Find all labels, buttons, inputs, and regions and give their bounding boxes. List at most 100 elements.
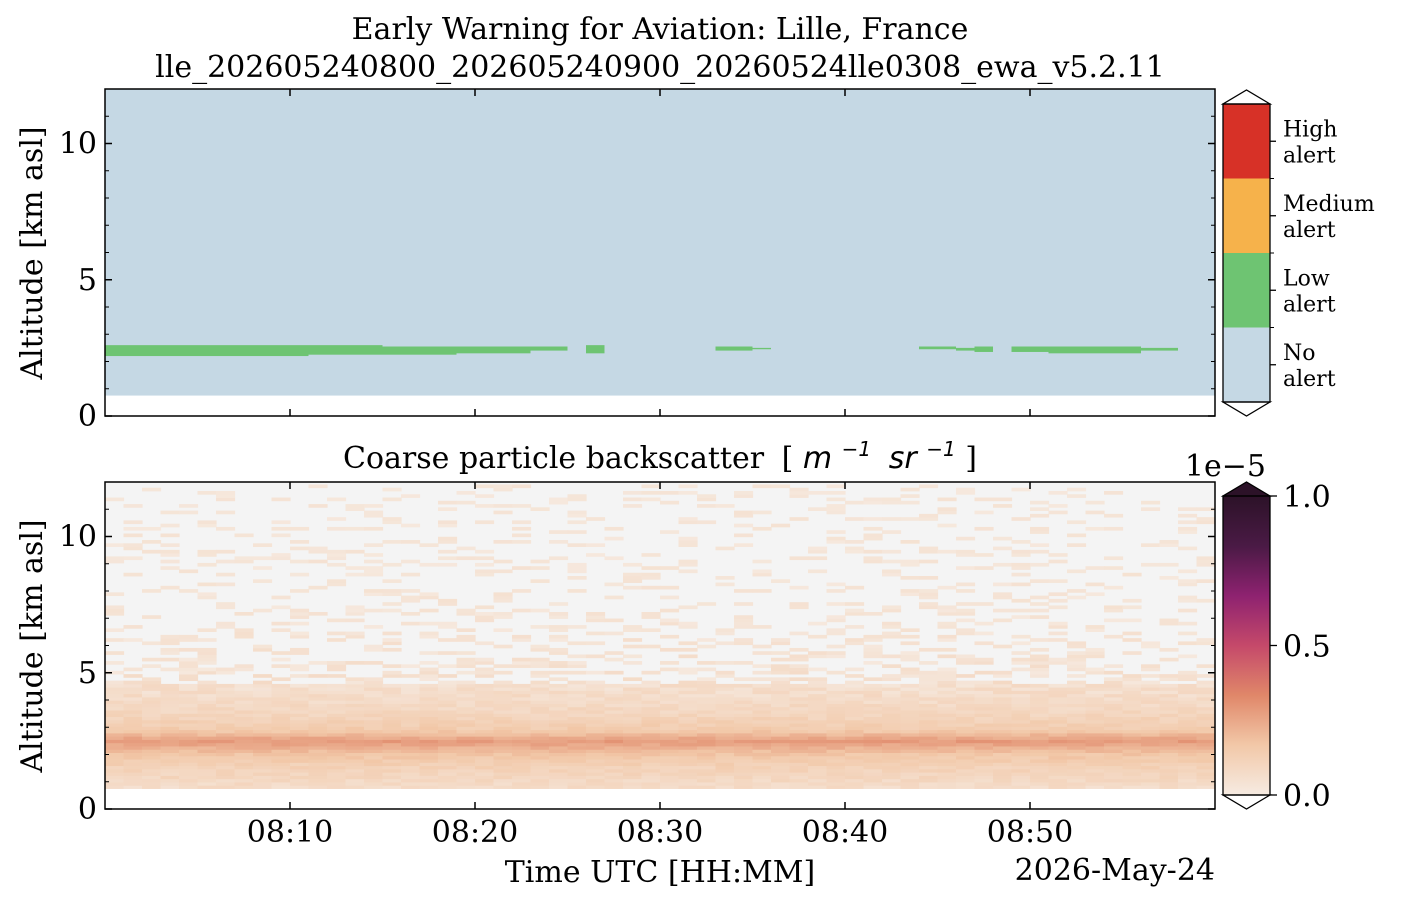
backscatter-cell: [660, 716, 680, 721]
backscatter-cell: [271, 628, 291, 633]
backscatter-cell: [105, 713, 125, 718]
backscatter-cell: [1178, 520, 1198, 525]
backscatter-cell: [697, 690, 717, 695]
backscatter-cell: [863, 739, 883, 744]
backscatter-cell: [512, 742, 532, 747]
backscatter-cell: [1048, 765, 1068, 770]
backscatter-cell: [789, 670, 809, 675]
backscatter-cell: [530, 647, 550, 652]
backscatter-cell: [678, 739, 698, 744]
backscatter-cell: [660, 732, 680, 737]
backscatter-cell: [1011, 661, 1031, 665]
backscatter-cell: [734, 746, 754, 750]
backscatter-cell: [567, 641, 587, 646]
backscatter-cell: [327, 618, 347, 623]
backscatter-cell: [919, 742, 939, 747]
backscatter-cell: [734, 703, 754, 708]
backscatter-cell: [845, 706, 865, 711]
backscatter-cell: [475, 693, 495, 698]
backscatter-cell: [253, 765, 273, 770]
backscatter-cell: [1104, 490, 1124, 495]
backscatter-cell: [253, 719, 273, 724]
backscatter-cell: [253, 742, 273, 747]
backscatter-cell: [900, 700, 920, 704]
backscatter-cell: [456, 611, 476, 616]
backscatter-cell: [1030, 507, 1050, 512]
backscatter-cell: [253, 706, 273, 711]
backscatter-cell: [641, 732, 661, 737]
backscatter-cell: [697, 729, 717, 734]
backscatter-cell: [216, 778, 236, 783]
backscatter-cell: [1104, 566, 1124, 570]
backscatter-cell: [179, 703, 199, 708]
backscatter-cell: [382, 562, 402, 567]
backscatter-cell: [401, 768, 421, 773]
backscatter-cell: [623, 752, 643, 757]
backscatter-cell: [641, 746, 661, 750]
backscatter-cell: [586, 785, 606, 789]
backscatter-cell: [1159, 719, 1179, 724]
backscatter-cell: [123, 546, 143, 551]
backscatter-cell: [105, 785, 125, 789]
backscatter-cell: [1141, 674, 1161, 678]
backscatter-cell: [900, 657, 920, 662]
backscatter-xlabel: Time UTC [HH:MM]: [505, 855, 815, 890]
backscatter-cell: [678, 700, 698, 704]
backscatter-cell: [1104, 526, 1124, 531]
backscatter-cell: [752, 572, 772, 577]
backscatter-cell: [1030, 752, 1050, 757]
backscatter-cell: [493, 504, 513, 508]
backscatter-cell: [863, 611, 883, 616]
backscatter-cell: [826, 775, 846, 780]
backscatter-cell: [826, 729, 846, 734]
backscatter-cell: [197, 703, 217, 708]
backscatter-cell: [438, 651, 458, 655]
low-alert-segment: [530, 346, 568, 351]
backscatter-cell: [826, 752, 846, 757]
backscatter-cell: [512, 533, 532, 538]
backscatter-cell: [937, 507, 957, 512]
backscatter-cell: [1178, 579, 1198, 583]
backscatter-cell: [327, 713, 347, 718]
backscatter-cell: [993, 618, 1013, 623]
backscatter-cell: [105, 687, 125, 691]
backscatter-cell: [549, 693, 569, 698]
backscatter-cell: [179, 657, 199, 662]
backscatter-cell: [419, 700, 439, 704]
backscatter-cell: [179, 755, 199, 760]
backscatter-cell: [401, 749, 421, 753]
backscatter-cell: [234, 772, 254, 776]
backscatter-cell: [308, 697, 328, 701]
backscatter-cell: [1030, 513, 1050, 518]
backscatter-cell: [179, 778, 199, 783]
backscatter-cell: [752, 670, 772, 675]
backscatter-cell: [678, 693, 698, 698]
backscatter-cell: [623, 690, 643, 695]
backscatter-cell: [1011, 755, 1031, 760]
backscatter-cell: [1178, 687, 1198, 691]
backscatter-cell: [845, 759, 865, 763]
backscatter-cell: [475, 732, 495, 737]
backscatter-cell: [1030, 647, 1050, 652]
backscatter-cell: [438, 602, 458, 606]
backscatter-cell: [641, 775, 661, 780]
backscatter-cell: [956, 657, 976, 662]
backscatter-cell: [641, 566, 661, 570]
alert-panel-ylabel: Altitude [km asl]: [15, 126, 50, 380]
backscatter-cell: [234, 687, 254, 691]
backscatter-cell: [808, 703, 828, 708]
backscatter-cell: [623, 716, 643, 721]
backscatter-cell: [364, 739, 384, 744]
backscatter-cell: [586, 762, 606, 767]
backscatter-cell: [641, 484, 661, 489]
backscatter-cell: [993, 582, 1013, 587]
backscatter-cell: [1122, 772, 1142, 776]
backscatter-cell: [752, 759, 772, 763]
backscatter-cell: [271, 723, 291, 727]
backscatter-cell: [734, 752, 754, 757]
backscatter-cell: [1030, 543, 1050, 547]
backscatter-cell: [142, 746, 162, 750]
backscatter-cell: [900, 726, 920, 731]
backscatter-cell: [382, 785, 402, 789]
backscatter-cell: [271, 742, 291, 747]
